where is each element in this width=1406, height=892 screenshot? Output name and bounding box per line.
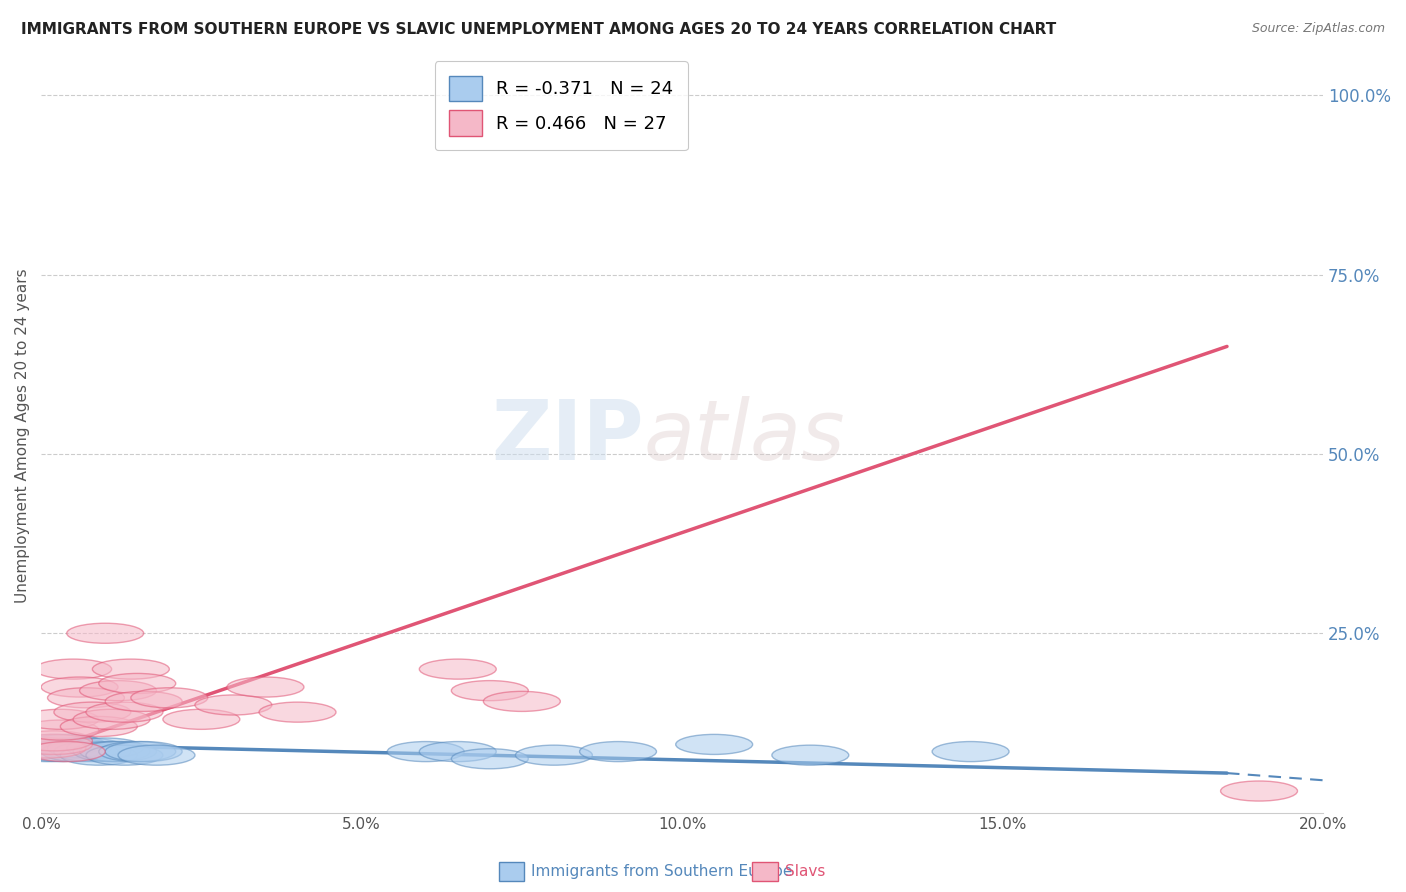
Ellipse shape <box>73 741 150 762</box>
Text: Immigrants from Southern Europe: Immigrants from Southern Europe <box>531 864 793 879</box>
Ellipse shape <box>105 691 183 712</box>
Ellipse shape <box>41 741 118 762</box>
Ellipse shape <box>195 695 271 715</box>
Ellipse shape <box>259 702 336 723</box>
Ellipse shape <box>484 691 561 712</box>
Ellipse shape <box>22 741 98 762</box>
Ellipse shape <box>60 716 138 737</box>
Ellipse shape <box>15 731 93 751</box>
Ellipse shape <box>676 734 752 755</box>
Ellipse shape <box>516 745 592 765</box>
Ellipse shape <box>86 702 163 723</box>
Ellipse shape <box>419 659 496 679</box>
Text: ZIP: ZIP <box>491 395 644 476</box>
Ellipse shape <box>579 741 657 762</box>
Ellipse shape <box>419 741 496 762</box>
Ellipse shape <box>80 681 156 701</box>
Ellipse shape <box>53 702 131 723</box>
Ellipse shape <box>28 741 105 762</box>
Text: Slavs: Slavs <box>785 864 825 879</box>
Ellipse shape <box>35 738 111 758</box>
Legend: R = -0.371   N = 24, R = 0.466   N = 27: R = -0.371 N = 24, R = 0.466 N = 27 <box>434 61 688 150</box>
Ellipse shape <box>1220 781 1298 801</box>
Ellipse shape <box>66 624 143 643</box>
Ellipse shape <box>451 748 529 769</box>
Ellipse shape <box>28 734 105 755</box>
Ellipse shape <box>451 681 529 701</box>
Ellipse shape <box>22 709 98 730</box>
Y-axis label: Unemployment Among Ages 20 to 24 years: Unemployment Among Ages 20 to 24 years <box>15 268 30 603</box>
Ellipse shape <box>80 741 156 762</box>
Ellipse shape <box>66 738 143 758</box>
Ellipse shape <box>86 745 163 765</box>
Ellipse shape <box>35 659 111 679</box>
Ellipse shape <box>22 720 98 740</box>
Ellipse shape <box>53 741 131 762</box>
Ellipse shape <box>60 745 138 765</box>
Ellipse shape <box>932 741 1010 762</box>
Ellipse shape <box>93 659 169 679</box>
Ellipse shape <box>163 709 240 730</box>
Text: atlas: atlas <box>644 395 845 476</box>
Ellipse shape <box>41 677 118 697</box>
Ellipse shape <box>73 709 150 730</box>
Ellipse shape <box>226 677 304 697</box>
Ellipse shape <box>131 688 208 708</box>
Ellipse shape <box>772 745 849 765</box>
Ellipse shape <box>8 741 86 762</box>
Ellipse shape <box>98 673 176 693</box>
Ellipse shape <box>15 734 93 755</box>
Ellipse shape <box>387 741 464 762</box>
Ellipse shape <box>118 745 195 765</box>
Text: Source: ZipAtlas.com: Source: ZipAtlas.com <box>1251 22 1385 36</box>
Ellipse shape <box>105 741 183 762</box>
Ellipse shape <box>98 741 176 762</box>
Text: IMMIGRANTS FROM SOUTHERN EUROPE VS SLAVIC UNEMPLOYMENT AMONG AGES 20 TO 24 YEARS: IMMIGRANTS FROM SOUTHERN EUROPE VS SLAVI… <box>21 22 1056 37</box>
Ellipse shape <box>48 688 125 708</box>
Ellipse shape <box>8 738 86 758</box>
Ellipse shape <box>48 738 125 758</box>
Ellipse shape <box>15 734 93 755</box>
